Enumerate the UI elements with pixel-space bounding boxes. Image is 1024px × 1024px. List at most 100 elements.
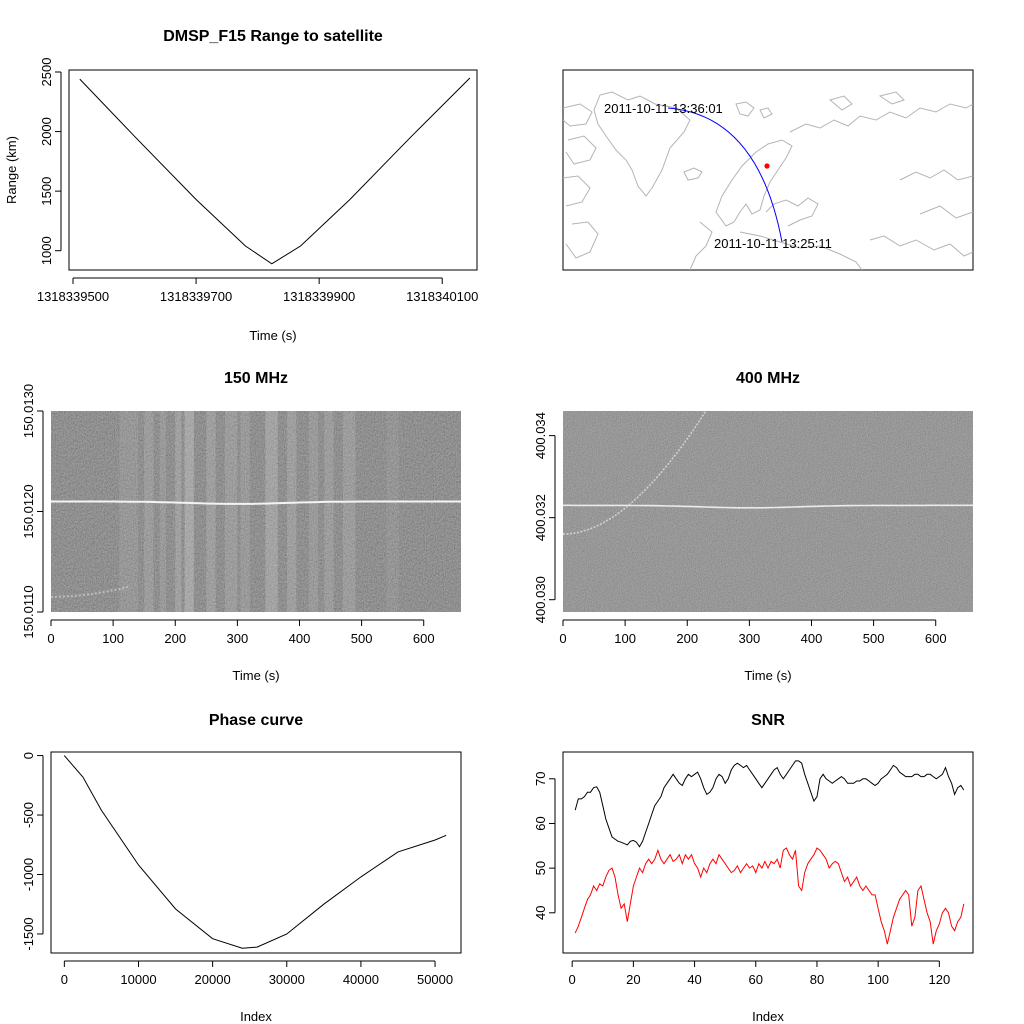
range-panel: DMSP_F15 Range to satellite 1318339500 13… — [4, 28, 478, 343]
spec150-x-tick-label: 0 — [47, 631, 54, 646]
snr-series-red — [574, 847, 965, 945]
spec150-y-tick-label: 150.0130 — [21, 384, 36, 438]
snr-series-black — [574, 760, 965, 848]
spec150-x-tick-label: 300 — [227, 631, 249, 646]
spec150-vertical-band — [224, 411, 238, 612]
snr-plot-frame — [562, 751, 974, 954]
spec150-vertical-band — [342, 411, 356, 612]
spec150-x-tick-label: 500 — [351, 631, 373, 646]
baltic-coast — [765, 197, 819, 227]
spec150-x-label: Time (s) — [232, 668, 279, 683]
snr-x-tick-label: 0 — [569, 972, 576, 987]
spec150-x-tick-label: 200 — [164, 631, 186, 646]
spec400-x-tick-label: 600 — [925, 631, 947, 646]
snr-x-tick-label: 40 — [687, 972, 701, 987]
spec150-vertical-band — [324, 411, 334, 612]
spec150-vertical-band — [265, 411, 278, 612]
range-x-label: Time (s) — [249, 328, 296, 343]
spec150-vertical-band — [175, 411, 182, 612]
asia-coast — [899, 169, 973, 219]
snr-y-tick-label: 40 — [533, 906, 548, 920]
phase-y-tick-label: -1500 — [21, 917, 36, 950]
range-x-tick-label: 1318340100 — [406, 289, 478, 304]
spec150-y-tick-label: 150.0120 — [21, 484, 36, 538]
map-panel: 2011-10-11 13:36:01 2011-10-11 13:25:11 — [562, 69, 974, 271]
site-marker — [764, 163, 770, 169]
phase-line — [63, 755, 447, 949]
range-x-tick-label: 1318339700 — [160, 289, 232, 304]
spectrogram-400-panel: 400 MHz 0 100 200 300 400 500 600 400.030 400.03… — [533, 370, 973, 683]
snr-y-tick-label: 60 — [533, 816, 548, 830]
phase-panel: Phase curve 0 10000 20000 30000 40000 50000 0 -… — [21, 712, 462, 1024]
spec150-x-tick-label: 100 — [102, 631, 124, 646]
range-plot-frame — [68, 69, 478, 271]
snr-title: SNR — [751, 712, 785, 729]
phase-y-tick-label: -500 — [21, 802, 36, 828]
spec400-y-tick-label: 400.034 — [533, 412, 548, 459]
map-frame — [562, 69, 974, 271]
snr-x-label: Index — [752, 1009, 784, 1024]
snr-y-tick-label: 50 — [533, 861, 548, 875]
spec150-x-tick-label: 400 — [289, 631, 311, 646]
spec150-x-tick-label: 600 — [413, 631, 435, 646]
spec400-y-tick-label: 400.030 — [533, 576, 548, 623]
spec400-secondary-trace — [563, 411, 707, 535]
snr-axes: 0 20 40 60 80 100 120 40 50 60 70 — [533, 772, 950, 987]
satellite-track — [667, 107, 783, 243]
spec150-vertical-band — [184, 411, 194, 612]
phase-plot-frame — [50, 751, 462, 954]
range-line — [79, 77, 471, 265]
europe-coast — [689, 221, 973, 270]
spec150-axes: 0 100 200 300 400 500 600 150.0110 150.0120 150.0… — [21, 384, 435, 646]
range-x-tick-label: 1318339900 — [283, 289, 355, 304]
snr-x-tick-label: 60 — [749, 972, 763, 987]
svalbard-coast — [735, 101, 773, 119]
phase-x-label: Index — [240, 1009, 272, 1024]
russia-north-coast — [789, 91, 973, 133]
snr-x-tick-label: 80 — [810, 972, 824, 987]
spec400-x-tick-label: 500 — [863, 631, 885, 646]
spec150-noise — [51, 411, 461, 612]
snr-x-tick-label: 100 — [867, 972, 889, 987]
greenland-coast — [593, 91, 691, 197]
scandinavia-coast — [715, 139, 793, 227]
spec150-vertical-band — [287, 411, 297, 612]
phase-x-tick-label: 30000 — [269, 972, 305, 987]
phase-x-tick-label: 50000 — [417, 972, 453, 987]
range-y-tick-label: 1500 — [39, 177, 54, 206]
spec150-vertical-band — [144, 411, 154, 612]
range-y-tick-label: 2500 — [39, 58, 54, 87]
coastlines — [563, 91, 973, 270]
phase-x-tick-label: 20000 — [195, 972, 231, 987]
phase-x-tick-label: 40000 — [343, 972, 379, 987]
iceland-coast — [683, 167, 703, 181]
phase-axes: 0 10000 20000 30000 40000 50000 0 -500 -1000 -150… — [21, 752, 453, 987]
spec150-secondary-trace — [51, 585, 129, 598]
snr-y-tick-label: 70 — [533, 772, 548, 786]
range-y-label: Range (km) — [4, 136, 19, 204]
track-start-label: 2011-10-11 13:25:11 — [714, 236, 832, 251]
spec400-image — [563, 411, 973, 612]
spec150-vertical-band — [119, 411, 138, 612]
spec400-x-tick-label: 400 — [801, 631, 823, 646]
spec400-x-label: Time (s) — [744, 668, 791, 683]
spec400-x-tick-label: 100 — [614, 631, 636, 646]
spec150-image — [51, 411, 461, 612]
spec150-vertical-band — [386, 411, 399, 612]
spec400-y-tick-label: 400.032 — [533, 494, 548, 541]
spec150-title: 150 MHz — [224, 370, 288, 387]
spec400-x-tick-label: 200 — [676, 631, 698, 646]
phase-x-tick-label: 0 — [61, 972, 68, 987]
snr-x-tick-label: 120 — [928, 972, 950, 987]
spec150-bands — [119, 411, 399, 612]
spec400-signal-line — [563, 504, 973, 509]
spec150-vertical-band — [308, 411, 319, 612]
spec150-vertical-band — [159, 411, 166, 612]
spec150-vertical-band — [240, 411, 250, 612]
spec400-noise — [563, 411, 973, 612]
arctic-islands-west — [563, 103, 599, 259]
spec150-y-tick-label: 150.0110 — [21, 585, 36, 638]
range-title: DMSP_F15 Range to satellite — [163, 28, 383, 45]
range-y-tick-label: 1000 — [39, 236, 54, 265]
